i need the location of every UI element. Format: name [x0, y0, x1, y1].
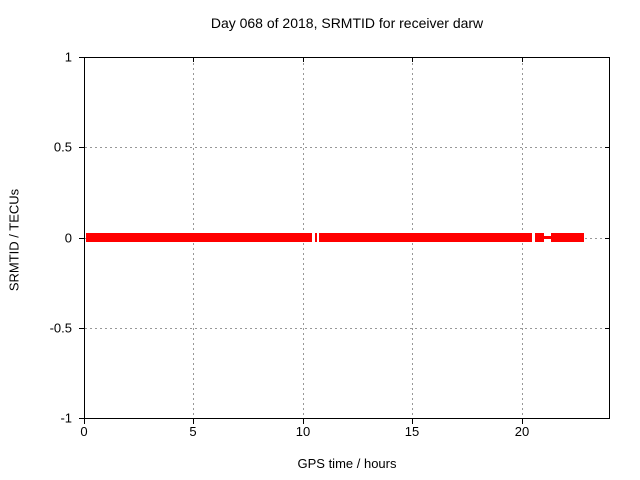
- y-tick-left: [79, 238, 84, 239]
- y-tick-label: -0.5: [49, 320, 72, 336]
- x-tick-label: 10: [295, 424, 311, 439]
- data-band-segment: [535, 233, 544, 242]
- x-axis-label: GPS time / hours: [297, 456, 397, 471]
- chart-title: Day 068 of 2018, SRMTID for receiver dar…: [210, 15, 484, 31]
- x-tick-top: [84, 58, 85, 62]
- data-band-segment: [319, 233, 532, 242]
- plot-border: [84, 57, 610, 419]
- y-tick-left: [79, 328, 84, 329]
- x-tick-bottom: [522, 419, 523, 424]
- y-tick-left: [79, 147, 84, 148]
- gridline-y-0.5: [85, 147, 609, 148]
- data-thin-line-segment: [544, 236, 551, 239]
- y-tick-label: 0.5: [53, 139, 72, 155]
- y-tick-label: 1: [64, 49, 72, 65]
- x-tick-top: [522, 58, 523, 62]
- x-tick-top: [412, 58, 413, 62]
- x-tick-bottom: [412, 419, 413, 424]
- y-tick-label: 0: [64, 230, 72, 246]
- data-band-segment: [86, 233, 312, 242]
- x-tick-label: 20: [514, 424, 530, 439]
- x-tick-label: 15: [404, 424, 420, 439]
- y-tick-left: [79, 57, 84, 58]
- y-tick-right: [605, 147, 609, 148]
- gridline-y--0.5: [85, 328, 609, 329]
- y-tick-left: [79, 418, 84, 419]
- x-tick-label: 5: [189, 424, 197, 439]
- x-tick-top: [303, 58, 304, 62]
- y-tick-right: [605, 57, 609, 58]
- y-tick-label: -1: [60, 410, 72, 426]
- x-tick-label: 0: [80, 424, 88, 439]
- y-tick-right: [605, 418, 609, 419]
- x-tick-bottom: [84, 419, 85, 424]
- y-tick-right: [605, 238, 609, 239]
- data-band-segment: [315, 233, 317, 242]
- x-tick-bottom: [303, 419, 304, 424]
- x-tick-top: [193, 58, 194, 62]
- y-tick-right: [605, 328, 609, 329]
- x-tick-bottom: [193, 419, 194, 424]
- data-band-segment: [551, 233, 584, 242]
